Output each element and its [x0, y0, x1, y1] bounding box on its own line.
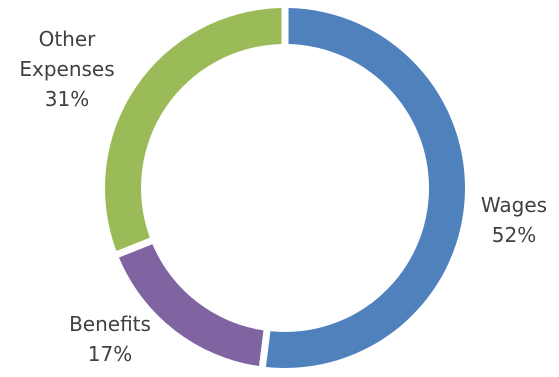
- donut-slice-benefits: [119, 244, 264, 366]
- data-label-benefits: Benefits 17%: [69, 312, 151, 366]
- data-label-wages: Wages 52%: [481, 193, 547, 247]
- donut-labels: Wages 52% Benefits 17% Other Expenses 31%: [19, 27, 547, 366]
- data-label-other-expenses: Other Expenses 31%: [19, 27, 114, 111]
- donut-slice-other-expenses: [105, 8, 282, 251]
- donut-slice-wages: [266, 8, 465, 368]
- donut-slices: [105, 8, 465, 368]
